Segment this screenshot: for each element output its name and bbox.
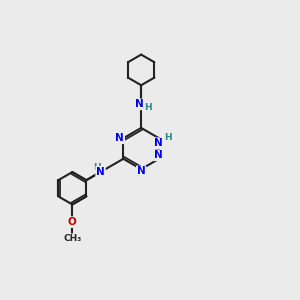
- Text: CH₃: CH₃: [63, 234, 81, 243]
- Text: N: N: [154, 150, 163, 160]
- Text: H: H: [93, 163, 100, 172]
- Text: H: H: [164, 134, 171, 142]
- Text: H: H: [144, 103, 152, 112]
- Text: N: N: [154, 138, 163, 148]
- Text: O: O: [68, 217, 77, 227]
- Text: N: N: [137, 167, 146, 176]
- Text: N: N: [135, 99, 144, 110]
- Text: N: N: [116, 133, 124, 143]
- Text: N: N: [96, 167, 105, 177]
